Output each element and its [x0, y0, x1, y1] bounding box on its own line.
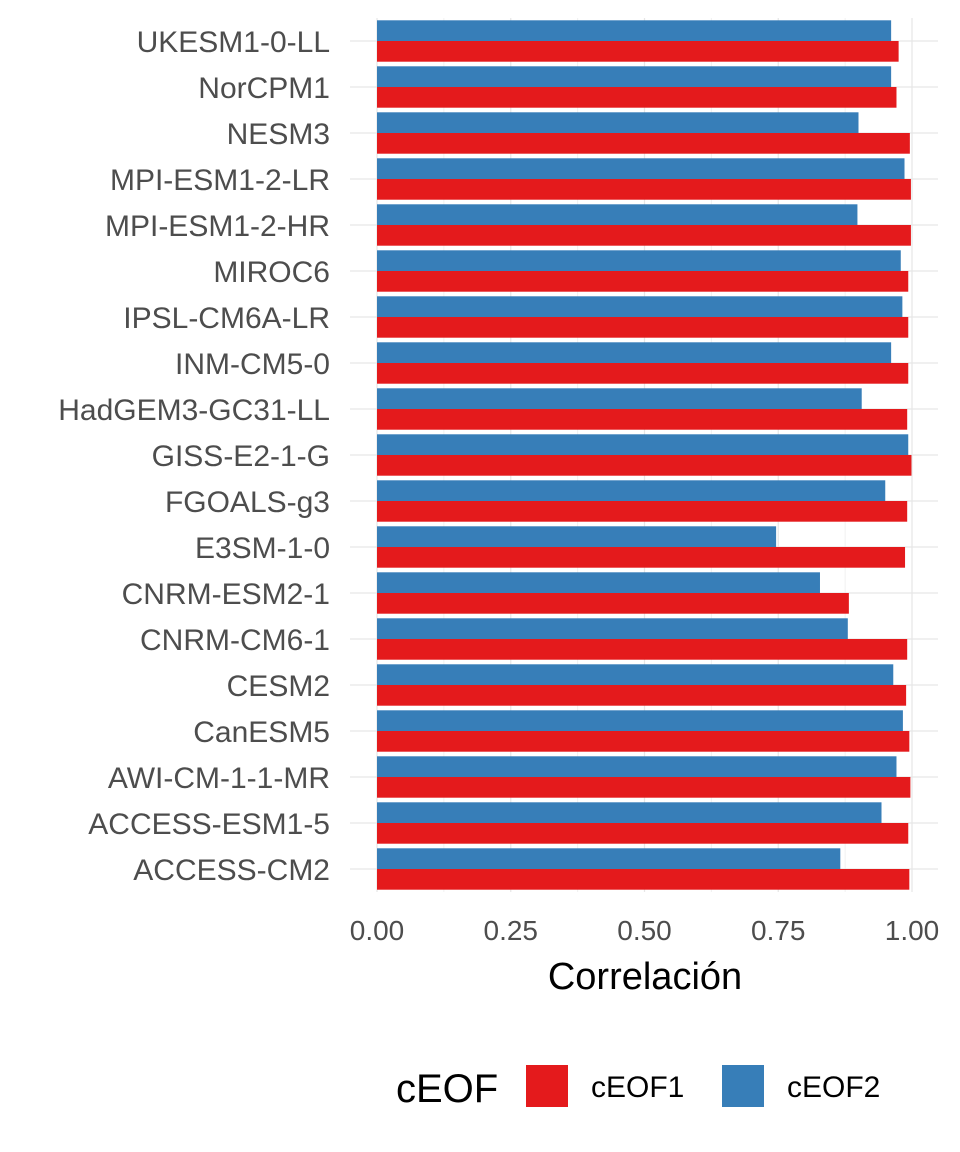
category-label: MIROC6: [213, 256, 330, 289]
bar-cEOF2: [377, 526, 777, 547]
bar-cEOF2: [377, 664, 894, 685]
bar-cEOF2: [377, 250, 901, 271]
category-label: MPI-ESM1-2-LR: [110, 164, 330, 197]
x-tick-label: 0.75: [751, 915, 806, 946]
category-label: GISS-E2-1-G: [152, 440, 330, 473]
bar-cEOF2: [377, 112, 859, 133]
category-label: NorCPM1: [198, 72, 330, 105]
x-tick-label: 0.50: [617, 915, 672, 946]
category-label: CanESM5: [193, 716, 330, 749]
bar-cEOF1: [377, 87, 897, 108]
category-label: CESM2: [227, 670, 330, 703]
category-label: AWI-CM-1-1-MR: [108, 762, 330, 795]
bar-cEOF1: [377, 41, 899, 62]
legend-key: [526, 1065, 568, 1107]
bar-cEOF1: [377, 593, 849, 614]
bar-cEOF1: [377, 271, 909, 292]
legend-title: cEOF: [396, 1067, 498, 1111]
bar-cEOF2: [377, 434, 909, 455]
x-axis-title: Correlación: [548, 956, 742, 998]
bar-cEOF2: [377, 756, 897, 777]
category-label: ACCESS-CM2: [133, 854, 330, 887]
bar-cEOF2: [377, 20, 892, 41]
bar-cEOF2: [377, 802, 882, 823]
bar-cEOF2: [377, 480, 886, 501]
category-label: FGOALS-g3: [165, 486, 330, 519]
category-label: NESM3: [227, 118, 330, 151]
x-tick-label: 0.00: [350, 915, 405, 946]
bar-cEOF1: [377, 179, 911, 200]
bar-cEOF2: [377, 572, 820, 593]
bar-cEOF1: [377, 823, 909, 844]
bar-cEOF1: [377, 869, 910, 890]
bar-cEOF2: [377, 66, 892, 87]
category-label: UKESM1-0-LL: [137, 26, 330, 59]
bar-cEOF1: [377, 317, 909, 338]
category-label: HadGEM3-GC31-LL: [58, 394, 330, 427]
category-label: CNRM-ESM2-1: [122, 578, 330, 611]
bar-cEOF1: [377, 501, 908, 522]
bar-cEOF1: [377, 133, 910, 154]
bar-cEOF1: [377, 363, 909, 384]
bar-cEOF2: [377, 342, 892, 363]
legend-label: cEOF1: [591, 1071, 684, 1104]
legend-key: [722, 1065, 764, 1107]
x-axis-labels: 0.00 0.25 0.50 0.75 1.00: [350, 915, 940, 946]
bar-cEOF2: [377, 710, 903, 731]
category-label: MPI-ESM1-2-HR: [105, 210, 330, 243]
bar-cEOF1: [377, 639, 908, 660]
bar-cEOF1: [377, 225, 911, 246]
bar-cEOF2: [377, 618, 848, 639]
bar-cEOF1: [377, 777, 911, 798]
bar-cEOF2: [377, 388, 862, 409]
bar-cEOF1: [377, 547, 906, 568]
category-label: IPSL-CM6A-LR: [123, 302, 330, 335]
category-label: CNRM-CM6-1: [140, 624, 330, 657]
x-tick-label: 0.25: [484, 915, 539, 946]
bar-cEOF1: [377, 455, 912, 476]
category-label: E3SM-1-0: [195, 532, 330, 565]
bar-cEOF1: [377, 731, 910, 752]
bars: [377, 20, 912, 890]
bar-cEOF1: [377, 409, 908, 430]
bar-cEOF1: [377, 685, 907, 706]
legend: cEOF cEOF1 cEOF2: [396, 1065, 880, 1111]
bar-cEOF2: [377, 848, 841, 869]
legend-label: cEOF2: [787, 1071, 880, 1104]
category-label: INM-CM5-0: [175, 348, 330, 381]
x-tick-label: 1.00: [885, 915, 940, 946]
y-axis-labels: UKESM1-0-LL NorCPM1 NESM3 MPI-ESM1-2-LR MPI-…: [58, 26, 330, 887]
bar-cEOF2: [377, 204, 858, 225]
category-label: ACCESS-ESM1-5: [88, 808, 330, 841]
bar-cEOF2: [377, 158, 905, 179]
bar-cEOF2: [377, 296, 903, 317]
